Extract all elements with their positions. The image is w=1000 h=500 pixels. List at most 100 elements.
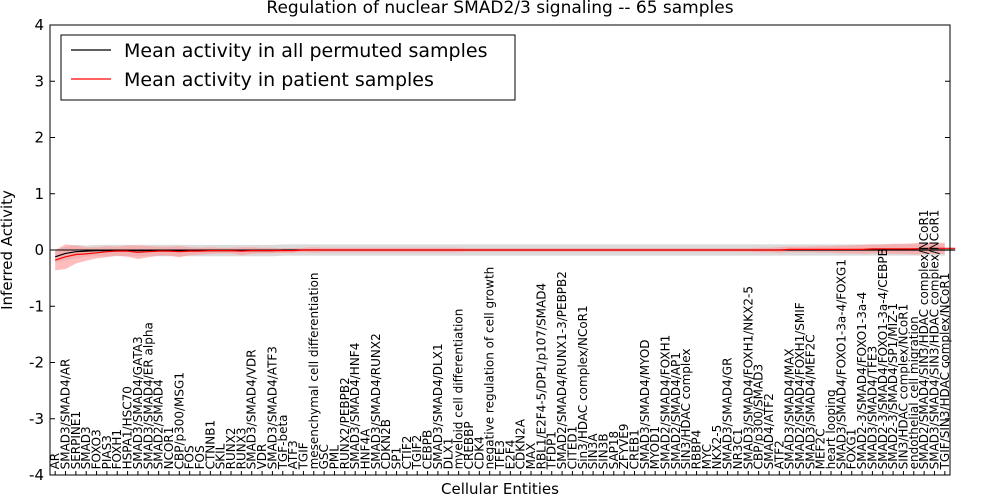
x-tick-label: SMAD3/SMAD4/ER alpha xyxy=(141,322,155,469)
x-axis-label: Cellular Entities xyxy=(441,480,559,498)
x-tick-label: SMAD2/SMAD4/FOXH1 xyxy=(659,335,673,470)
y-tick-label: 0 xyxy=(34,241,44,259)
x-tick-label: Sin3/HDAC complex/NCoR1 xyxy=(576,305,590,469)
x-tick-label: ATF2 xyxy=(772,440,786,469)
x-tick-label: RUNX2/PEBPB2 xyxy=(338,377,352,469)
x-tick-label: SMAD3/SMAD4/ATF3 xyxy=(265,346,279,469)
x-tick-label: CREB1 xyxy=(628,429,642,469)
x-tick-label: SMAD3/SMAD4/AR xyxy=(59,359,73,470)
x-tick-label: SMAD3/SMAD4/MYOD xyxy=(638,339,652,469)
x-tick-label: CREBBP xyxy=(462,421,476,469)
y-tick-label: -4 xyxy=(29,466,44,484)
x-tick-label: TFE3 xyxy=(493,440,507,470)
x-tick-label: CBP/p300/SMAD3 xyxy=(752,364,766,470)
x-tick-label: SERPINE1 xyxy=(69,411,83,470)
x-tick-label: GSC xyxy=(317,444,331,469)
legend: Mean activity in all permuted samples Me… xyxy=(60,34,516,101)
x-tick-label: FOXH1 xyxy=(110,429,124,469)
chart-title: Regulation of nuclear SMAD2/3 signaling … xyxy=(266,0,733,18)
x-tick-label: TGF-beta xyxy=(276,414,290,470)
x-tick-label: SMAD3/SMAD4/SIN3/HDAC complex/NCoR1 xyxy=(928,210,942,470)
x-tick-label: SP1 xyxy=(390,447,404,470)
x-tick-label: SMAD2/SMAD4/FOXH1/SMIF xyxy=(793,302,807,469)
y-tick-label: -2 xyxy=(29,354,44,372)
x-tick-label: CBP/p300/MSG1 xyxy=(172,372,186,469)
x-tick-label: SMAD2/SMAD4 xyxy=(152,379,166,469)
y-axis-label: Inferred Activity xyxy=(0,190,16,310)
x-tick-label: SMAD3/SMAD4/FOXH1/NKX2-5 xyxy=(741,286,755,469)
x-tick-label: SMAD2/SMAD4/AP1 xyxy=(669,352,683,469)
x-tick-label: NCOR1 xyxy=(162,427,176,470)
x-tick-label: MYC xyxy=(700,444,714,469)
y-tick-label: -3 xyxy=(29,410,44,428)
x-tick-label: SAP18 xyxy=(607,431,621,470)
series-line-1 xyxy=(55,247,956,261)
x-tick-label: AR xyxy=(48,453,62,470)
x-tick-label: SMAD4/ATF2 xyxy=(762,393,776,469)
x-tick-label: SMAD2/SMAD4/SIN3/HDAC complex/NCoR1 xyxy=(917,210,931,470)
x-tick-label: negative regulation of cell growth xyxy=(483,267,497,470)
x-tick-label: ZFYVE9 xyxy=(617,424,631,470)
x-tick-label: SIN3/HDAC complex/NCoR1 xyxy=(896,304,910,470)
x-tick-label: MAX xyxy=(524,443,538,470)
plot-area: -4-3-2-101234ARSMAD3/SMAD4/ARSERPINE1SMA… xyxy=(29,16,956,484)
y-tick-label: -1 xyxy=(29,297,44,315)
y-tick-label: 3 xyxy=(34,72,44,90)
legend-label-permuted: Mean activity in all permuted samples xyxy=(124,40,487,62)
x-tick-label: SMAD3/SMAD4/HNF4 xyxy=(348,343,362,470)
x-tick-label: TGIF xyxy=(296,442,310,470)
x-tick-label: CDKN2A xyxy=(514,418,528,469)
x-tick-label: HSPA1/HSC70 xyxy=(121,386,135,469)
x-tick-label: SIN3/HDAC complex xyxy=(679,348,693,469)
y-tick-label: 4 xyxy=(34,16,44,34)
legend-label-patient: Mean activity in patient samples xyxy=(124,69,434,91)
x-tick-label: CDKN2B xyxy=(379,419,393,469)
x-tick-label: MYOD1 xyxy=(648,426,662,469)
x-tick-label: CEBPB xyxy=(421,430,435,470)
x-tick-label: MEF2C xyxy=(814,429,828,470)
x-tick-label: CDK4 xyxy=(472,436,486,469)
x-tick-label: myeloid cell differentiation xyxy=(452,309,466,470)
x-tick-label: FOS xyxy=(193,445,207,469)
x-tick-label: FOXO3 xyxy=(90,429,104,469)
x-tick-label: heart looping xyxy=(824,389,838,469)
x-tick-label: CITED1 xyxy=(565,426,579,470)
x-tick-label: endothelial cell migration xyxy=(907,316,921,469)
x-tick-label: SMAD2/SMAD4/RUNX1-3/PEBPB2 xyxy=(555,271,569,469)
x-tick-label: SMAD3/SMAD4/GR xyxy=(721,358,735,470)
x-tick-label: CTIF2 xyxy=(400,436,414,470)
x-tick-label: SMAD3/SMAD4/TFE3 xyxy=(865,346,879,470)
x-tick-label: SIN3B xyxy=(596,433,610,469)
y-tick-label: 1 xyxy=(34,185,44,203)
x-tick-label: FOXG1 xyxy=(845,429,859,470)
x-tick-label: SMAD3/SMAD4/RUNX2 xyxy=(369,333,383,469)
x-tick-label: RBL1/E2F4-5/DP1/p107/SMAD4 xyxy=(534,283,548,469)
legend-box xyxy=(60,34,516,101)
x-tick-label: SMAD3/SMAD4/DLX1 xyxy=(431,343,445,469)
x-tick-label: DLX1 xyxy=(441,438,455,470)
x-tick-label: SMAD3/SMAD4/MEF2C xyxy=(803,334,817,469)
x-tick-label: SMAD3/SMAD4/GATA3 xyxy=(131,336,145,469)
x-tick-label: SMAD3/SMAD4/MAX xyxy=(783,348,797,469)
x-tick-label: CTNNB1 xyxy=(203,420,217,470)
x-tick-label: SIN3A xyxy=(586,433,600,470)
x-tick-label: SMAD2-3/SMAD4/FOXO1-3a-4/CEBPB xyxy=(876,248,890,469)
x-tick-label: SMAD3/SMAD4/VDR xyxy=(245,349,259,469)
x-tick-label: ATF3 xyxy=(286,440,300,469)
x-tick-label: RUNX3 xyxy=(234,427,248,469)
x-tick-label: HNF4A xyxy=(359,428,373,470)
y-tick-label: 2 xyxy=(34,129,44,147)
x-tick-label: NR3C1 xyxy=(731,428,745,469)
x-tick-label: SMAD2-3/SMAD4/SP1/MIZ-1 xyxy=(886,303,900,470)
x-tick-label: FOS xyxy=(183,445,197,469)
x-tick-label: PIAS3 xyxy=(100,435,114,469)
x-tick-label: SMAD3/SMAD4/FOXO1-3a-4/FOXG1 xyxy=(834,259,848,469)
x-tick-label: PML xyxy=(328,445,342,470)
x-tick-label: E2F4 xyxy=(503,440,517,470)
x-tick-label: RUNX2 xyxy=(224,427,238,469)
x-tick-label: SMAD3 xyxy=(79,426,93,469)
x-tick-label: NKX2-5 xyxy=(710,425,724,470)
x-tick-label: SMAD2-3/SMAD4/FOXO1-3a-4 xyxy=(855,292,869,470)
x-tick-label: mesenchymal cell differentiation xyxy=(307,272,321,469)
